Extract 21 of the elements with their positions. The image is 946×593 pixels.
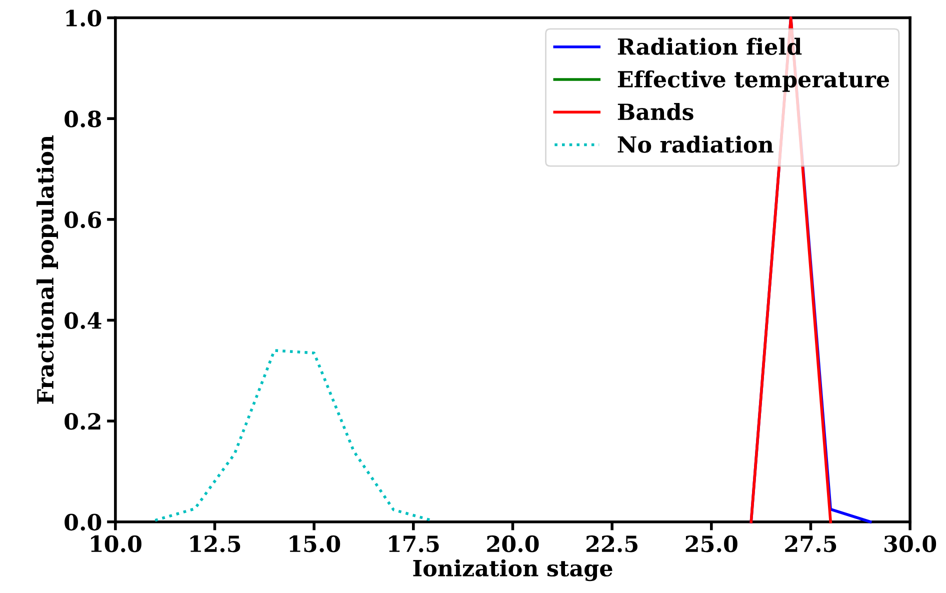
y-tick-label: 0.0 xyxy=(64,514,102,531)
x-tick-label: 30.0 xyxy=(884,535,936,552)
legend-label: No radiation xyxy=(618,136,774,153)
y-tick-label: 0.4 xyxy=(64,312,102,329)
x-tick-label: 27.5 xyxy=(785,535,836,552)
x-tick-label: 25.0 xyxy=(686,535,738,552)
y-tick-label: 0.6 xyxy=(64,211,102,228)
x-axis-title: Ionization stage xyxy=(413,559,612,582)
x-tick-label: 17.5 xyxy=(389,535,439,552)
y-tick-label: 1.0 xyxy=(66,10,102,27)
legend-label: Effective temperature xyxy=(618,70,890,92)
x-tick-label: 12.5 xyxy=(190,535,240,552)
x-tick-label: 20.0 xyxy=(487,535,539,552)
legend-label: Bands xyxy=(618,103,694,120)
y-tick-label: 0.8 xyxy=(64,110,102,128)
legend-label: Radiation field xyxy=(618,38,802,55)
y-axis-title: Fractional population xyxy=(36,135,58,404)
y-tick-label: 0.2 xyxy=(64,412,100,430)
x-tick-label: 10.0 xyxy=(91,535,142,552)
x-tick-label: 15.0 xyxy=(290,535,340,552)
x-tick-label: 22.5 xyxy=(586,535,638,552)
